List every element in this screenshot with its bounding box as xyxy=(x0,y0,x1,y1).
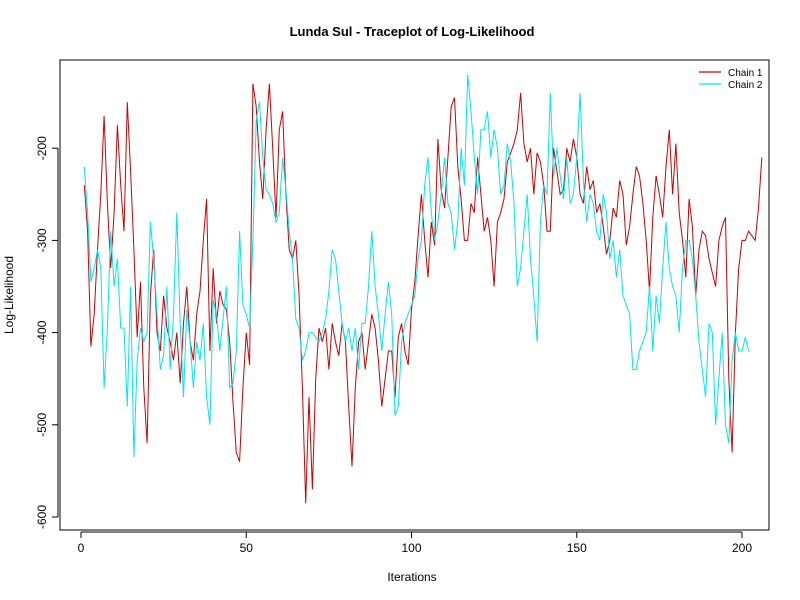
y-tick-label: -600 xyxy=(35,505,49,529)
y-tick-label: -400 xyxy=(35,320,49,344)
y-tick-label: -500 xyxy=(35,412,49,436)
legend-box xyxy=(692,62,768,92)
legend: Chain 1 Chain 2 xyxy=(692,62,768,92)
series-layer xyxy=(83,74,763,504)
y-axis: -600 -500 -400 -300 -200 xyxy=(35,136,59,529)
y-tick-label: -300 xyxy=(35,228,49,252)
y-axis-label: Log-Likelihood xyxy=(2,256,16,334)
y-tick-label: -200 xyxy=(35,136,49,160)
x-tick-label: 0 xyxy=(78,541,85,555)
x-tick-label: 150 xyxy=(567,541,587,555)
legend-label-chain-1: Chain 1 xyxy=(728,68,763,79)
series-line-chain-2 xyxy=(83,74,750,458)
x-axis: 0 50 100 150 200 xyxy=(78,531,752,555)
legend-label-chain-2: Chain 2 xyxy=(728,80,763,91)
series-line-chain-1 xyxy=(83,83,763,504)
x-tick-label: 100 xyxy=(401,541,421,555)
x-tick-label: 50 xyxy=(240,541,254,555)
x-axis-label: Iterations xyxy=(387,570,436,584)
plot-frame xyxy=(59,59,770,531)
x-tick-label: 200 xyxy=(732,541,752,555)
chart-title: Lunda Sul - Traceplot of Log-Likelihood xyxy=(290,24,535,39)
